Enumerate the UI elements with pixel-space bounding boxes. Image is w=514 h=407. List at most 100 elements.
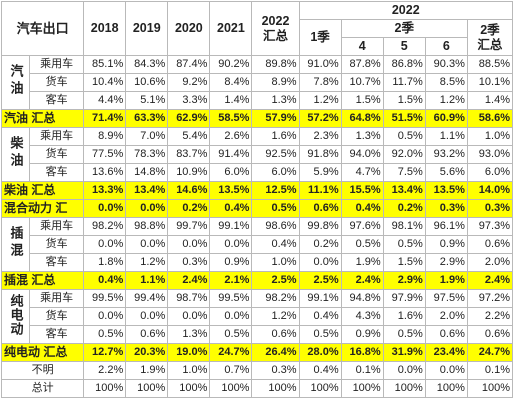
footer-label: 不明 [0,361,85,380]
value-cell: 89.8% [251,55,300,74]
summary-value-cell: 0.4% [83,271,127,290]
value-cell: 2.3% [298,127,342,146]
value-cell: 7.5% [382,163,426,182]
summary-label: 插混 汇总 [0,271,85,290]
summary-label: 汽油 汇总 [0,109,85,128]
value-cell: 5.9% [298,163,342,182]
value-cell: 5.6% [424,163,468,182]
summary-value-cell: 0.5% [251,199,300,218]
value-cell: 0.6% [466,325,514,344]
value-cell: 99.8% [298,217,342,236]
value-cell: 1.5% [382,91,426,110]
value-cell: 0.0% [298,253,342,272]
value-cell: 0.5% [83,325,127,344]
summary-value-cell: 13.5% [424,181,468,200]
value-cell: 10.9% [167,163,211,182]
value-cell: 0.9% [424,235,468,254]
value-cell: 99.5% [83,289,127,308]
summary-value-cell: 13.5% [209,181,253,200]
footer-label: 总计 [0,379,85,398]
value-cell: 0.5% [209,325,253,344]
footer-value-cell: 1.0% [167,361,211,380]
value-cell: 1.3% [340,127,384,146]
value-cell: 0.0% [125,307,169,326]
summary-value-cell: 51.5% [382,109,426,128]
row-label: 货车 [29,307,85,326]
value-cell: 93.0% [466,145,514,164]
summary-value-cell: 13.4% [382,181,426,200]
summary-value-cell: 16.8% [340,343,384,362]
summary-value-cell: 24.7% [466,343,514,362]
value-cell: 77.5% [83,145,127,164]
value-cell: 1.4% [466,91,514,110]
category-label: 汽油 [0,55,31,110]
value-cell: 6.0% [251,163,300,182]
summary-value-cell: 31.9% [382,343,426,362]
summary-value-cell: 0.4% [209,199,253,218]
value-cell: 97.2% [466,289,514,308]
table-row: 客车 0.5% 0.6% 1.3% 0.5% 0.6% 0.5% 0.9% 0.5% 0.6% 0.… [2,325,514,344]
value-cell: 99.7% [167,217,211,236]
category-label: 插混 [0,217,31,272]
value-cell: 2.2% [466,307,514,326]
row-label: 乘用车 [29,217,85,236]
table-body: 汽油 乘用车 85.1% 84.3% 87.4% 90.2% 89.8% 91.0% 87.8%… [0,55,514,398]
value-cell: 0.0% [209,307,253,326]
value-cell: 0.6% [125,325,169,344]
footer-value-cell: 0.1% [340,361,384,380]
value-cell: 6.0% [209,163,253,182]
month-header-6: 6 [424,37,468,56]
value-cell: 7.8% [298,73,342,92]
value-cell: 85.1% [83,55,127,74]
table-row: 汽油 乘用车 85.1% 84.3% 87.4% 90.2% 89.8% 91.0% 87.8%… [0,55,514,110]
footer-value-cell: 0.0% [424,361,468,380]
summary-row: 插混 汇总 0.4% 1.1% 2.4% 2.1% 2.5% 2.5% 2.4% 2.9% 1.9… [0,271,514,290]
footer-value-cell: 100% [466,379,514,398]
value-cell: 87.8% [340,55,384,74]
value-cell: 0.0% [83,235,127,254]
summary-value-cell: 0.3% [466,199,514,218]
footer-value-cell: 100% [424,379,468,398]
value-cell: 1.6% [251,127,300,146]
value-cell: 1.5% [382,253,426,272]
year-header-2022-total: 2022 汇总 [251,1,300,56]
summary-value-cell: 24.7% [209,343,253,362]
value-cell: 1.2% [251,307,300,326]
value-cell: 86.8% [382,55,426,74]
value-cell: 1.6% [382,307,426,326]
value-cell: 8.9% [251,73,300,92]
table-row: 纯电动 乘用车 99.5% 99.4% 98.7% 99.5% 98.2% 99.1% 94.8… [0,289,514,344]
value-cell: 4.7% [340,163,384,182]
row-label: 客车 [29,253,85,272]
value-cell: 1.4% [209,91,253,110]
value-cell: 91.0% [298,55,342,74]
row-label: 客车 [29,325,85,344]
summary-value-cell: 63.3% [125,109,169,128]
value-cell: 99.4% [125,289,169,308]
value-cell: 97.5% [424,289,468,308]
summary-value-cell: 12.5% [251,181,300,200]
summary-value-cell: 13.3% [83,181,127,200]
table-row: 客车 1.8% 1.2% 0.3% 0.9% 1.0% 0.0% 1.9% 1.5% 2.9% 2.… [2,253,514,272]
summary-value-cell: 2.9% [382,271,426,290]
summary-value-cell: 0.6% [298,199,342,218]
year-header-2018: 2018 [83,1,127,56]
value-cell: 0.2% [298,235,342,254]
footer-value-cell: 100% [83,379,127,398]
value-cell: 1.2% [125,253,169,272]
value-cell: 7.0% [125,127,169,146]
table-row: 客车 13.6% 14.8% 10.9% 6.0% 6.0% 5.9% 4.7% 7.5% 5.6… [2,163,514,182]
row-label: 货车 [29,145,85,164]
value-cell: 2.0% [424,307,468,326]
summary-value-cell: 11.1% [298,181,342,200]
value-cell: 99.1% [209,217,253,236]
value-cell: 87.4% [167,55,211,74]
table-row: 货车 77.5% 78.3% 83.7% 91.4% 92.5% 91.8% 94.0% 92.… [2,145,514,164]
footer-value-cell: 100% [298,379,342,398]
footer-value-cell: 100% [251,379,300,398]
summary-value-cell: 71.4% [83,109,127,128]
value-cell: 96.1% [424,217,468,236]
value-cell: 98.6% [251,217,300,236]
row-label: 货车 [29,73,85,92]
value-cell: 92.0% [382,145,426,164]
